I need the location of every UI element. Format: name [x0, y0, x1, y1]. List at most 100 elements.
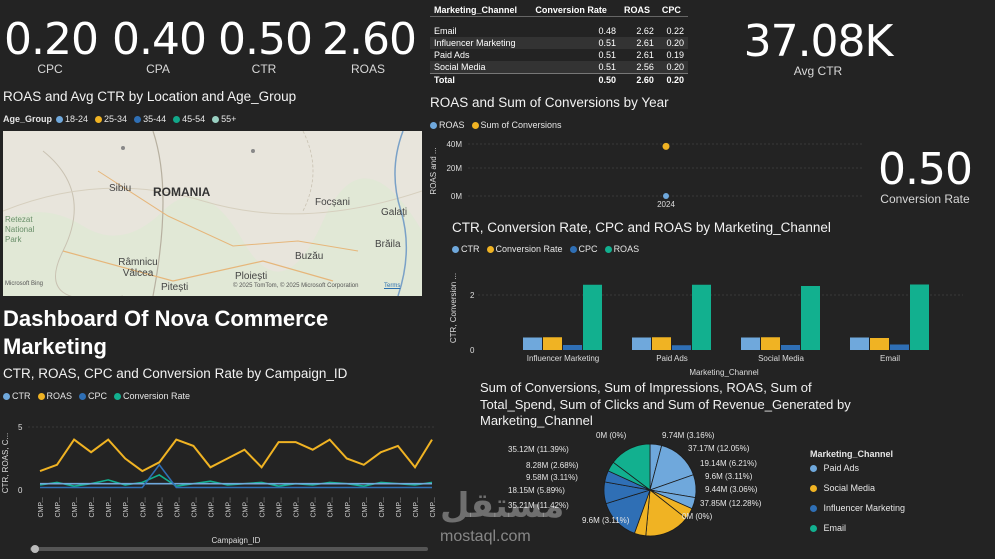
cpc-bar[interactable]	[781, 345, 800, 350]
table-header[interactable]: ROAS	[620, 4, 658, 17]
legend-item[interactable]: Sum of Conversions	[471, 120, 562, 130]
pie-slice-label: 19.14M (6.21%)	[700, 459, 757, 468]
table-header[interactable]: Marketing_Channel	[430, 4, 532, 17]
x-tick: CMP...	[328, 497, 335, 518]
legend-label: Paid Ads	[823, 463, 860, 473]
legend-item[interactable]: CPC	[79, 391, 107, 401]
cpc-bar[interactable]	[563, 345, 582, 350]
legend-item[interactable]: 45-54	[173, 114, 205, 124]
legend-dot	[810, 504, 817, 512]
bar-chart-legend: CTR Conversion Rate CPC ROAS	[452, 244, 642, 254]
y-tick: 0M	[451, 192, 462, 201]
legend-item[interactable]: 25-34	[95, 114, 127, 124]
dashboard-title: Dashboard Of Nova Commerce Marketing	[3, 306, 329, 359]
x-tick: CMP...	[123, 497, 130, 518]
legend-item[interactable]: ROAS	[604, 244, 639, 254]
cpc-bar[interactable]	[672, 345, 691, 350]
x-tick: CMP...	[208, 497, 215, 518]
watermark-url: mostaql.com	[440, 528, 531, 545]
legend-dot	[3, 392, 10, 400]
legend-item[interactable]: 35-44	[134, 114, 166, 124]
legend-item[interactable]: ROAS	[37, 391, 72, 401]
roas-bar[interactable]	[583, 284, 602, 350]
pie-slice-label: 18.15M (5.89%)	[508, 486, 565, 495]
table-cell: 0.51	[531, 60, 620, 73]
table-cell: 0.20	[657, 60, 688, 73]
table-cell: 2.56	[620, 60, 658, 73]
legend-item[interactable]: 55+	[212, 114, 236, 124]
conversion-rate-bar[interactable]	[761, 337, 780, 350]
kpi-value: 37.08K	[743, 16, 894, 67]
table-header[interactable]: Conversion Rate	[531, 4, 620, 17]
pie-slice-label: 9.6M (3.11%)	[582, 516, 630, 525]
map-label-braila: Brăila	[375, 239, 401, 250]
conversion-rate-bar[interactable]	[652, 337, 671, 350]
year-chart[interactable]: ROAS and ... 40M 20M 0M 2024	[428, 133, 868, 213]
cpc-bar[interactable]	[890, 344, 909, 351]
legend-dot	[471, 121, 479, 129]
map-label-ploiesti: Ploiești	[235, 271, 268, 282]
legend-dot	[430, 121, 437, 129]
pie-slice-label: 9.44M (3.06%)	[705, 485, 758, 494]
roas-line[interactable]	[39, 438, 433, 473]
legend-dot	[173, 115, 181, 123]
table-row[interactable]: Paid Ads 0.51 2.61 0.19	[430, 49, 688, 61]
x-tick: CMP...	[225, 497, 232, 518]
legend-item[interactable]: CTR	[452, 244, 480, 254]
table-total-row[interactable]: Total 0.50 2.60 0.20	[430, 72, 688, 86]
map-bing-logo: Microsoft Bing	[5, 281, 44, 287]
table-row[interactable]: Social Media 0.51 2.56 0.20	[430, 60, 688, 73]
y-axis-label: CTR, ROAS, C...	[1, 433, 10, 493]
pie-slice[interactable]	[645, 489, 687, 537]
ctr-bar[interactable]	[523, 337, 542, 351]
map[interactable]: Sibiu ROMANIA Focșani Galați Brăila Rete…	[3, 131, 422, 296]
pie-slice-label: 8.28M (2.68%)	[526, 461, 579, 470]
horizontal-scrollbar[interactable]	[30, 547, 428, 551]
ctr-bar[interactable]	[850, 337, 869, 351]
roas-bar[interactable]	[692, 284, 711, 350]
map-title: ROAS and Avg CTR by Location and Age_Gro…	[3, 89, 297, 104]
table-cell: Email	[434, 25, 457, 36]
legend-item[interactable]: 18-24	[56, 114, 88, 124]
x-tick: Influencer Marketing	[527, 354, 599, 363]
campaign-chart[interactable]: CTR, ROAS, C... 5 0 CMP... CMP... CMP... CM…	[0, 405, 440, 557]
legend-dot	[95, 115, 103, 123]
table-header[interactable]: CPC	[657, 4, 688, 17]
roas-point[interactable]	[663, 193, 669, 199]
roas-bar[interactable]	[910, 284, 929, 351]
legend-item[interactable]: CPC	[569, 244, 598, 254]
legend-item[interactable]: Social Media	[810, 483, 875, 493]
kpi-conversion-rate: 0.50 Conversion Rate	[870, 148, 980, 207]
map-terms-link[interactable]: Terms	[384, 283, 401, 289]
legend-item[interactable]: Conversion Rate	[486, 244, 563, 254]
channel-table[interactable]: Marketing_Channel Conversion Rate ROAS C…	[430, 4, 688, 86]
cpc-line[interactable]	[40, 463, 432, 489]
legend-item[interactable]: Influencer Marketing	[810, 503, 905, 513]
legend-label: 35-44	[143, 114, 167, 124]
bar-chart-title: CTR, Conversion Rate, CPC and ROAS by Ma…	[452, 220, 831, 235]
table-row[interactable]: Email 0.48 2.62 0.22	[430, 25, 688, 37]
legend-label: Social Media	[823, 483, 876, 493]
conversion-rate-bar[interactable]	[870, 338, 889, 350]
bar-chart[interactable]: CTR, Conversion ... 2 0 Influencer Marke…	[448, 258, 968, 378]
legend-item[interactable]: Paid Ads	[810, 463, 859, 473]
legend-item[interactable]: Email	[810, 523, 846, 533]
ctr-bar[interactable]	[741, 337, 760, 351]
conversion-rate-bar[interactable]	[543, 337, 562, 350]
conversion-rate-line[interactable]	[39, 473, 433, 488]
x-tick: CMP...	[396, 497, 403, 518]
x-tick: Paid Ads	[656, 354, 688, 363]
table-row[interactable]: Influencer Marketing 0.51 2.61 0.20	[430, 36, 688, 49]
map-label-pitesti: Pitești	[161, 282, 189, 293]
x-tick: CMP...	[106, 497, 113, 518]
ctr-bar[interactable]	[632, 337, 651, 351]
legend-item[interactable]: ROAS	[430, 120, 465, 130]
pie-chart[interactable]: 9.74M (3.16%) 37.17M (12.05%) 19.14M (6.21…	[500, 428, 800, 553]
conversions-point[interactable]	[662, 142, 670, 150]
table-cell: 0.22	[666, 25, 684, 36]
legend-item[interactable]: Conversion Rate	[114, 391, 190, 401]
roas-bar[interactable]	[801, 286, 820, 350]
scrollbar-handle[interactable]	[31, 545, 39, 553]
pie-slice[interactable]	[612, 443, 651, 491]
legend-item[interactable]: CTR	[3, 391, 31, 401]
